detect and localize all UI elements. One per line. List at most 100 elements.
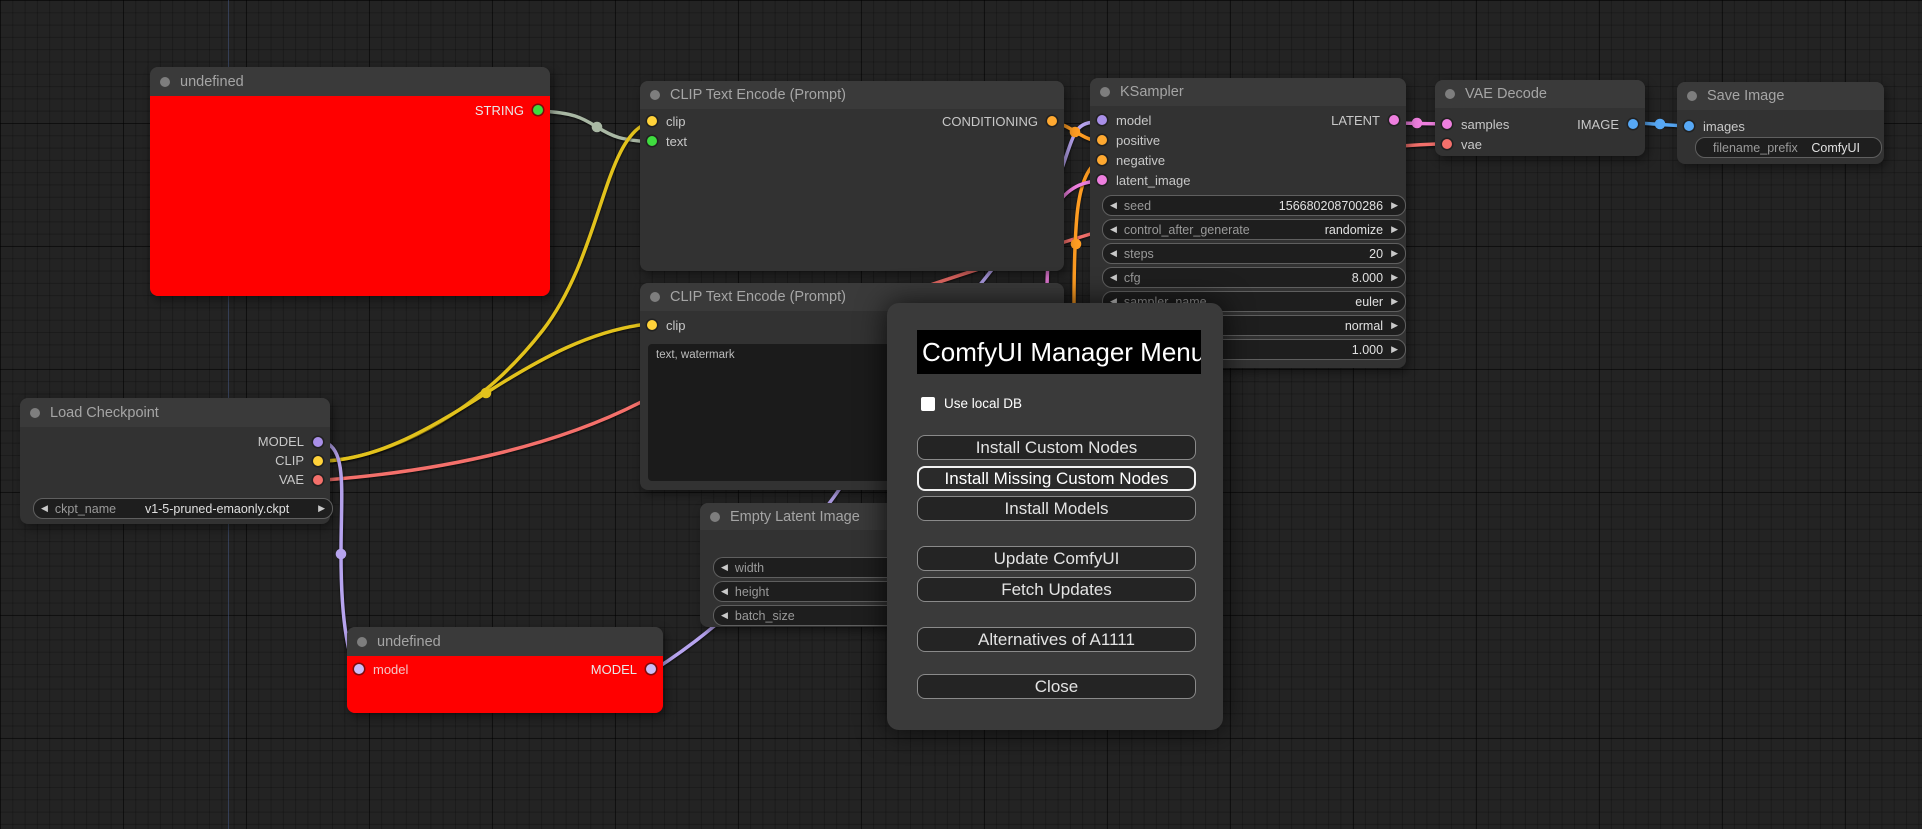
arrow-left-icon[interactable]: ◀ xyxy=(41,503,48,513)
link-midpoint[interactable] xyxy=(335,548,347,560)
output-label: STRING xyxy=(474,102,524,118)
arrow-left-icon[interactable]: ◀ xyxy=(721,586,728,596)
arrow-left-icon[interactable]: ◀ xyxy=(721,610,728,620)
arrow-right-icon[interactable]: ▶ xyxy=(1391,272,1398,282)
cfg-widget[interactable]: ◀ cfg 8.000 ▶ xyxy=(1102,267,1406,288)
arrow-right-icon[interactable]: ▶ xyxy=(318,503,325,513)
input-port[interactable] xyxy=(1097,135,1107,145)
output-port[interactable] xyxy=(646,664,656,674)
node-titlebar[interactable]: VAE Decode xyxy=(1435,80,1645,108)
output-port[interactable] xyxy=(313,436,323,447)
widget-label: filename_prefix xyxy=(1713,140,1798,155)
node-vae-decode[interactable]: VAE Decode samples IMAGE vae xyxy=(1435,80,1645,156)
link-midpoint[interactable] xyxy=(591,121,603,133)
node-ksampler[interactable]: KSampler model LATENT positive negative xyxy=(1090,78,1406,368)
input-label: images xyxy=(1703,118,1745,134)
node-status-icon xyxy=(30,407,40,418)
input-port[interactable] xyxy=(1097,155,1107,165)
arrow-left-icon[interactable]: ◀ xyxy=(1110,224,1117,234)
input-port[interactable] xyxy=(1684,121,1694,131)
link-midpoint[interactable] xyxy=(1654,118,1666,130)
input-label: negative xyxy=(1116,152,1166,168)
widget-label: width xyxy=(734,560,765,575)
output-port[interactable] xyxy=(1389,115,1399,125)
arrow-right-icon[interactable]: ▶ xyxy=(1391,200,1398,210)
install-custom-nodes-button[interactable]: Install Custom Nodes xyxy=(917,435,1196,460)
output-port[interactable] xyxy=(533,105,543,115)
arrow-left-icon[interactable]: ◀ xyxy=(1110,296,1117,306)
widget-value: 156680208700286 xyxy=(1278,198,1384,213)
node-clip-text-encode-1[interactable]: CLIP Text Encode (Prompt) clip CONDITION… xyxy=(640,81,1064,271)
node-titlebar[interactable]: KSampler xyxy=(1090,78,1406,106)
node-title: CLIP Text Encode (Prompt) xyxy=(670,289,846,305)
input-port[interactable] xyxy=(647,116,657,126)
node-status-icon xyxy=(1100,87,1110,97)
widget-label: batch_size xyxy=(734,608,795,623)
input-port[interactable] xyxy=(1097,115,1107,125)
control-after-generate-widget[interactable]: ◀ control_after_generate randomize ▶ xyxy=(1102,219,1406,240)
arrow-left-icon[interactable]: ◀ xyxy=(721,562,728,572)
install-missing-custom-nodes-button[interactable]: Install Missing Custom Nodes xyxy=(917,466,1196,491)
node-undefined-top[interactable]: undefined STRING xyxy=(150,67,550,296)
height-widget[interactable]: ◀ height xyxy=(713,581,920,602)
node-status-icon xyxy=(1445,89,1455,99)
node-title: Load Checkpoint xyxy=(50,404,159,421)
ckpt-name-widget[interactable]: ◀ ckpt_name v1-5-pruned-emaonly.ckpt ▶ xyxy=(33,498,333,519)
arrow-right-icon[interactable]: ▶ xyxy=(1391,320,1398,330)
arrow-left-icon[interactable]: ◀ xyxy=(1110,248,1117,258)
node-status-icon xyxy=(710,511,720,522)
input-label: text xyxy=(666,133,687,149)
output-label: MODEL xyxy=(257,434,304,449)
input-port[interactable] xyxy=(647,320,657,330)
update-comfyui-button[interactable]: Update ComfyUI xyxy=(917,546,1196,571)
output-label: CONDITIONING xyxy=(941,113,1038,129)
node-undefined-bottom[interactable]: undefined model MODEL xyxy=(347,627,663,713)
arrow-right-icon[interactable]: ▶ xyxy=(1391,248,1398,258)
seed-widget[interactable]: ◀ seed 156680208700286 ▶ xyxy=(1102,195,1406,216)
node-titlebar[interactable]: Empty Latent Image xyxy=(700,503,912,530)
comfyui-manager-menu-dialog: ComfyUI Manager Menu Use local DB Instal… xyxy=(887,303,1223,730)
output-port[interactable] xyxy=(1047,116,1057,126)
input-port[interactable] xyxy=(1442,139,1452,149)
output-port[interactable] xyxy=(313,474,323,485)
arrow-right-icon[interactable]: ▶ xyxy=(1391,224,1398,234)
arrow-left-icon[interactable]: ◀ xyxy=(1110,272,1117,282)
node-titlebar[interactable]: CLIP Text Encode (Prompt) xyxy=(640,81,1064,109)
fetch-updates-button[interactable]: Fetch Updates xyxy=(917,577,1196,602)
node-titlebar[interactable]: undefined xyxy=(347,627,663,656)
input-port[interactable] xyxy=(647,136,657,146)
alternatives-of-a1111-button[interactable]: Alternatives of A1111 xyxy=(917,627,1196,652)
widget-value: randomize xyxy=(1324,222,1384,237)
filename-prefix-widget[interactable]: filename_prefix ComfyUI xyxy=(1695,137,1882,158)
link-midpoint[interactable] xyxy=(1411,117,1423,129)
output-port[interactable] xyxy=(313,455,323,466)
node-titlebar[interactable]: Save Image xyxy=(1677,82,1884,110)
output-port[interactable] xyxy=(1628,119,1638,129)
link-midpoint[interactable] xyxy=(1069,126,1081,138)
node-empty-latent-image[interactable]: Empty Latent Image ◀ width ◀ height ◀ ba… xyxy=(700,503,920,627)
install-models-button[interactable]: Install Models xyxy=(917,496,1196,521)
arrow-right-icon[interactable]: ▶ xyxy=(1391,344,1398,354)
node-save-image[interactable]: Save Image images filename_prefix ComfyU… xyxy=(1677,82,1884,164)
input-port[interactable] xyxy=(1442,119,1452,129)
batch-size-widget[interactable]: ◀ batch_size xyxy=(713,605,920,626)
node-title: CLIP Text Encode (Prompt) xyxy=(670,87,846,103)
steps-widget[interactable]: ◀ steps 20 ▶ xyxy=(1102,243,1406,264)
link-midpoint[interactable] xyxy=(1070,238,1082,250)
link-midpoint[interactable] xyxy=(480,387,492,399)
widget-label: control_after_generate xyxy=(1123,222,1250,237)
arrow-right-icon[interactable]: ▶ xyxy=(1391,296,1398,306)
node-titlebar[interactable]: undefined xyxy=(150,67,550,96)
use-local-db-checkbox[interactable] xyxy=(921,396,935,411)
arrow-left-icon[interactable]: ◀ xyxy=(1110,200,1117,210)
node-load-checkpoint[interactable]: Load Checkpoint MODEL CLIP VAE xyxy=(20,398,333,524)
node-title: Empty Latent Image xyxy=(730,508,860,525)
input-label: samples xyxy=(1461,116,1510,132)
width-widget[interactable]: ◀ width xyxy=(713,557,920,578)
input-port[interactable] xyxy=(354,664,364,674)
close-button[interactable]: Close xyxy=(917,674,1196,699)
node-titlebar[interactable]: Load Checkpoint xyxy=(20,398,330,427)
input-port[interactable] xyxy=(1097,175,1107,185)
dialog-title: ComfyUI Manager Menu xyxy=(917,330,1201,374)
